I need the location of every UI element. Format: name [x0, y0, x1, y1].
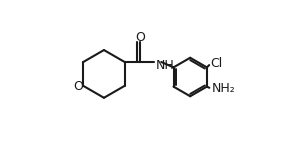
- Text: NH₂: NH₂: [212, 82, 236, 95]
- Text: O: O: [74, 80, 83, 93]
- Text: O: O: [135, 31, 145, 44]
- Text: NH: NH: [156, 59, 174, 72]
- Text: Cl: Cl: [211, 57, 223, 70]
